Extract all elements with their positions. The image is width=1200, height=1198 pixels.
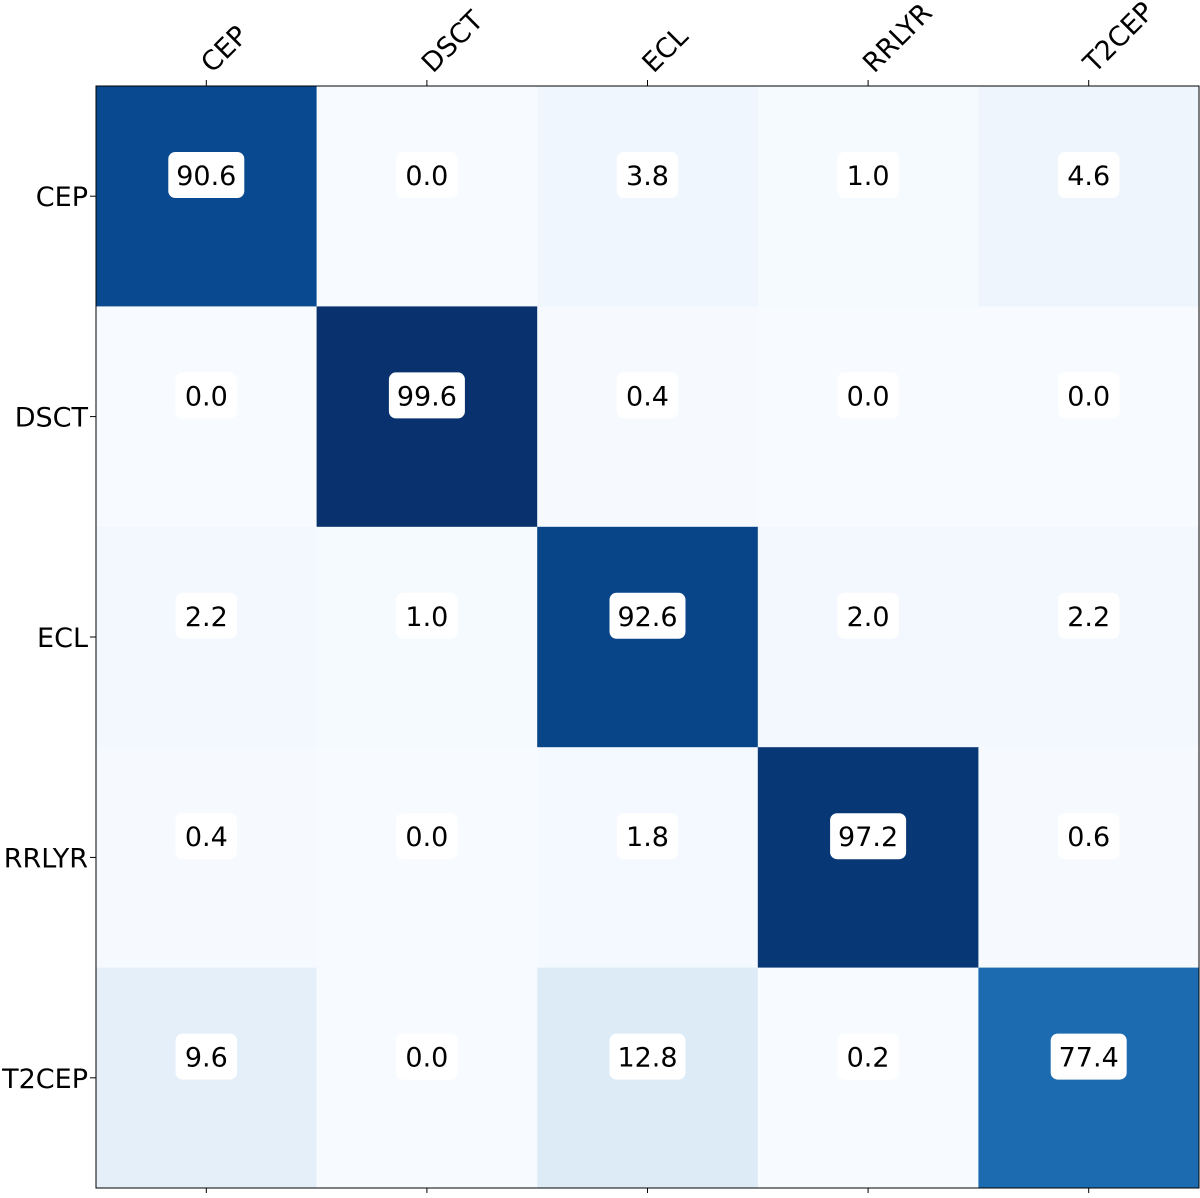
annotation-value: 0.4 <box>185 822 228 853</box>
annotation-value: 9.6 <box>185 1043 228 1074</box>
x-tick-label: CEP <box>195 20 254 79</box>
annotation-value: 0.0 <box>847 381 890 412</box>
annotation-value: 12.8 <box>617 1043 677 1074</box>
annotation-value: 1.0 <box>405 602 448 633</box>
annotation-box <box>616 813 679 860</box>
x-tick-label: T2CEP <box>1077 0 1160 80</box>
annotation-box <box>1057 592 1120 639</box>
annotation-value: 0.0 <box>1067 381 1110 412</box>
annotation-box <box>837 592 899 639</box>
annotation-box <box>837 1033 899 1080</box>
annotation-box <box>1057 813 1120 860</box>
annotation-box <box>175 372 238 419</box>
annotation-box <box>609 1033 686 1080</box>
x-tick-label: DSCT <box>416 5 490 79</box>
annotation-value: 97.2 <box>838 822 898 853</box>
annotation-value: 1.0 <box>847 161 890 192</box>
annotation-value: 4.6 <box>1067 161 1110 192</box>
y-tick-label: T2CEP <box>1 1064 88 1095</box>
annotation-value: 0.6 <box>1067 822 1110 853</box>
annotation-box <box>837 152 899 198</box>
annotation-value: 2.2 <box>1067 602 1110 633</box>
annotation-box <box>1057 152 1120 198</box>
annotation-box <box>616 372 679 419</box>
annotation-box <box>1050 1033 1127 1080</box>
annotation-value: 3.8 <box>626 161 669 192</box>
annotation-value: 99.6 <box>397 381 457 412</box>
y-tick-label: DSCT <box>15 403 89 434</box>
plot-frame <box>95 85 1200 1189</box>
heatmap-cells <box>96 86 1200 1189</box>
annotation-box <box>175 1033 238 1080</box>
annotation-box <box>168 152 245 198</box>
annotation-box <box>396 1033 458 1080</box>
annotation-value: 92.6 <box>617 602 677 633</box>
annotation-box <box>175 592 238 639</box>
annotation-value: 2.0 <box>847 602 890 633</box>
cell-annotations: 90.6 0.0 3.8 1.0 4.6 0.0 99.6 0.4 0.0 0.0 2.2 1.0 92… <box>168 152 1127 1080</box>
annotation-value: 90.6 <box>176 161 236 192</box>
annotation-box <box>616 152 679 198</box>
y-axis-ticks: CEP DSCT ECL RRLYR T2CEP <box>1 182 96 1095</box>
x-tick-label: ECL <box>637 21 695 79</box>
annotation-value: 0.4 <box>626 381 669 412</box>
annotation-value: 0.0 <box>185 381 228 412</box>
annotation-value: 0.0 <box>405 822 448 853</box>
annotation-value: 1.8 <box>626 822 669 853</box>
y-tick-label: RRLYR <box>4 843 88 874</box>
annotation-box <box>396 152 458 198</box>
annotation-box <box>830 813 907 860</box>
annotation-box <box>175 813 238 860</box>
annotation-value: 0.2 <box>847 1043 890 1074</box>
annotation-value: 2.2 <box>185 602 228 633</box>
annotation-value: 0.0 <box>405 161 448 192</box>
annotation-box <box>396 813 458 860</box>
annotation-box <box>1057 372 1120 419</box>
annotation-box <box>388 372 465 419</box>
x-tick-label: RRLYR <box>857 0 938 79</box>
y-tick-label: ECL <box>37 623 88 654</box>
annotation-box <box>609 592 686 639</box>
annotation-box <box>837 372 899 419</box>
y-tick-label: CEP <box>36 182 88 213</box>
annotation-value: 0.0 <box>405 1043 448 1074</box>
annotation-value: 77.4 <box>1059 1043 1119 1074</box>
annotation-box <box>396 592 458 639</box>
